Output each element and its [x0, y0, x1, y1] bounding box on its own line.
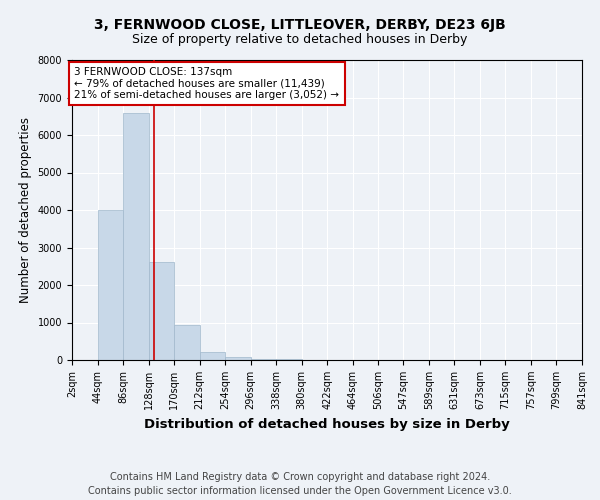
Bar — [225, 358, 251, 360]
Bar — [251, 359, 276, 360]
Text: Size of property relative to detached houses in Derby: Size of property relative to detached ho… — [133, 32, 467, 46]
Text: Contains public sector information licensed under the Open Government Licence v3: Contains public sector information licen… — [88, 486, 512, 496]
Y-axis label: Number of detached properties: Number of detached properties — [19, 117, 32, 303]
Text: 3 FERNWOOD CLOSE: 137sqm
← 79% of detached houses are smaller (11,439)
21% of se: 3 FERNWOOD CLOSE: 137sqm ← 79% of detach… — [74, 66, 340, 100]
Bar — [149, 262, 174, 360]
Text: 3, FERNWOOD CLOSE, LITTLEOVER, DERBY, DE23 6JB: 3, FERNWOOD CLOSE, LITTLEOVER, DERBY, DE… — [94, 18, 506, 32]
X-axis label: Distribution of detached houses by size in Derby: Distribution of detached houses by size … — [144, 418, 510, 430]
Text: Contains HM Land Registry data © Crown copyright and database right 2024.: Contains HM Land Registry data © Crown c… — [110, 472, 490, 482]
Bar — [123, 114, 149, 360]
Bar — [200, 352, 225, 360]
Bar — [174, 325, 200, 360]
Bar — [98, 210, 123, 360]
